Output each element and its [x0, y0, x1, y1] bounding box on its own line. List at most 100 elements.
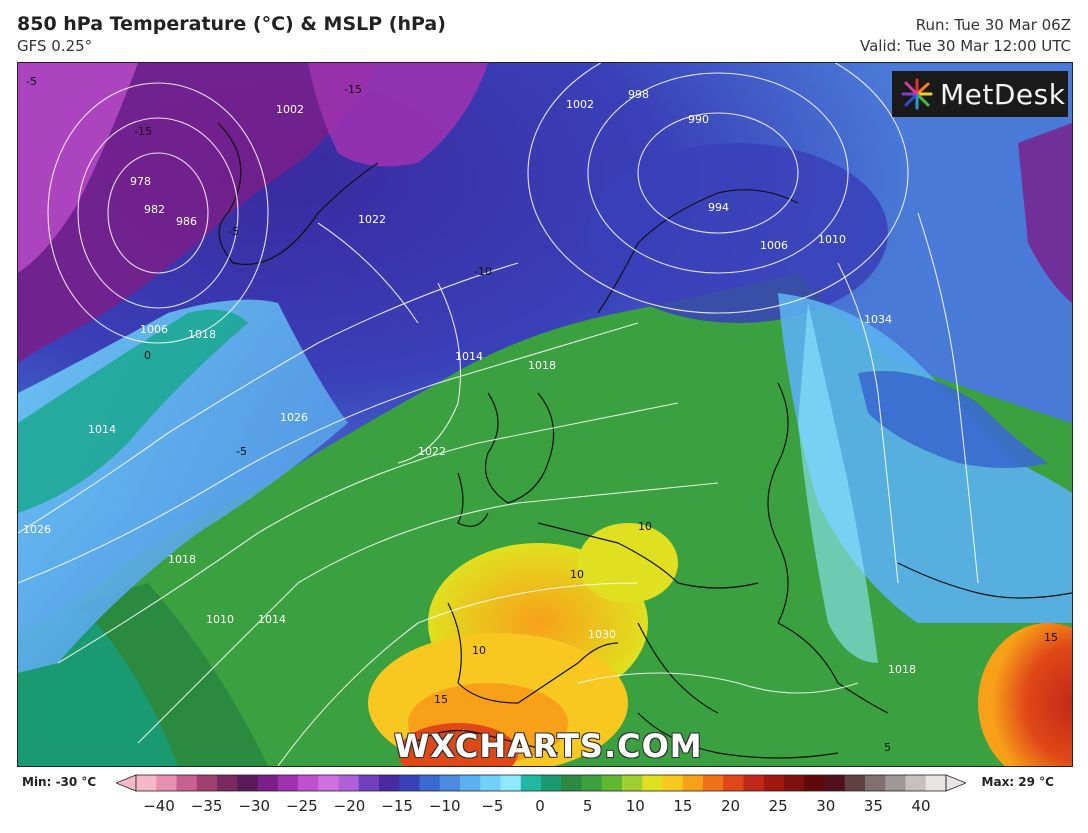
northeast-cold	[1018, 123, 1072, 303]
colorbar-segment	[439, 775, 461, 791]
colorbar-segment	[176, 775, 198, 791]
isobar-label: 1014	[455, 350, 483, 363]
temperature-label: 15	[1044, 631, 1058, 644]
colorbar-segment	[662, 775, 684, 791]
metdesk-logo: MetDesk	[892, 71, 1068, 117]
isobar-label: 1006	[140, 323, 168, 336]
colorbar-scale	[116, 774, 966, 792]
temperature-label: -15	[134, 125, 152, 138]
isobar-label: 1022	[358, 213, 386, 226]
temperature-label: -5	[26, 75, 37, 88]
scandinavia-cold	[588, 143, 888, 323]
isobar-label: 982	[144, 203, 165, 216]
isobar-label: 1018	[528, 359, 556, 372]
isobar-label: 1002	[276, 103, 304, 116]
isobar-label: 1002	[566, 98, 594, 111]
colorbar-segment	[784, 775, 805, 791]
colorbar-segment	[763, 775, 785, 791]
colorbar-segment	[581, 775, 603, 791]
spain-hot	[398, 723, 518, 766]
colorbar-segment	[358, 775, 380, 791]
colorbar-segment	[196, 775, 218, 791]
colorbar-tick-label: 25	[768, 797, 788, 815]
coastlines	[217, 122, 1072, 759]
colorbar-segment	[682, 775, 704, 791]
colorbar-segment	[156, 775, 177, 791]
isobar-label: 1030	[588, 628, 616, 641]
temperature-label: 10	[570, 568, 584, 581]
isobar-label: 998	[628, 88, 649, 101]
isobar-label: 1026	[23, 523, 51, 536]
colorbar-segment	[925, 775, 947, 791]
colorbar-segment	[541, 775, 562, 791]
isobar-label: 1006	[760, 239, 788, 252]
front-band	[18, 309, 248, 513]
isobar-label: 1018	[168, 553, 196, 566]
temperature-label: -15	[344, 83, 362, 96]
colorbar-tick-label: 15	[673, 797, 693, 815]
colorbar-segment	[500, 775, 522, 791]
colorbar-segment	[460, 775, 481, 791]
temperature-label: 10	[472, 644, 486, 657]
colorbar: Min: -30 °C Max: 29 °C −40 −35 −30 −25 −20 −1…	[0, 769, 1088, 833]
colorbar-tick-label: −15	[381, 797, 413, 815]
isobar-label: 1034	[864, 313, 892, 326]
colorbar-tick-label: −35	[190, 797, 223, 815]
colorbar-segment	[865, 775, 886, 791]
colorbar-segment	[622, 775, 643, 791]
colorbar-segment	[561, 775, 582, 791]
colorbar-segment	[399, 775, 420, 791]
greenland-cold	[308, 63, 488, 167]
colorbar-segment	[277, 775, 299, 791]
alps-warm	[578, 523, 678, 603]
colorbar-segment	[237, 775, 258, 791]
isobar-label: 978	[130, 175, 151, 188]
model-label: GFS 0.25°	[17, 37, 93, 55]
colorbar-tick-label: −40	[143, 797, 175, 815]
cyan-strip	[798, 303, 878, 663]
colorbar-tick-label: −10	[428, 797, 461, 815]
colorbar-tick-label: 40	[911, 797, 931, 815]
isobar-label: 1022	[418, 445, 446, 458]
map-title: 850 hPa Temperature (°C) & MSLP (hPa)	[17, 13, 446, 35]
colorbar-segment	[136, 775, 157, 791]
colorbar-tick-label: −5	[481, 797, 504, 815]
chart-header: 850 hPa Temperature (°C) & MSLP (hPa) GF…	[0, 0, 1088, 62]
colorbar-segment	[257, 775, 279, 791]
isobar-label: 1010	[818, 233, 846, 246]
colorbar-segment	[379, 775, 400, 791]
colorbar-tick-label: −25	[286, 797, 318, 815]
isobar-labels: 978 982 986 1002 1006 1018 1014 1022 102…	[23, 88, 916, 676]
colorbar-segment	[298, 775, 319, 791]
colorbar-segment	[601, 775, 623, 791]
temperature-label: -10	[474, 265, 492, 278]
colorbar-segment	[480, 775, 501, 791]
isobar-label: 1010	[206, 613, 234, 626]
middle-east-hot	[978, 623, 1072, 766]
run-time: Run: Tue 30 Mar 06Z	[915, 16, 1071, 34]
colorbar-tick-label: 20	[720, 797, 741, 815]
colorbar-segment	[419, 775, 441, 791]
colorbar-segment	[804, 775, 825, 791]
valid-time: Valid: Tue 30 Mar 12:00 UTC	[859, 37, 1071, 55]
colorbar-max-arrow	[945, 774, 966, 792]
colorbar-min-arrow	[116, 774, 137, 792]
temperature-label: 0	[144, 349, 151, 362]
temperature-label: -5	[236, 445, 247, 458]
colorbar-segment	[743, 775, 765, 791]
russia-cold	[858, 371, 1048, 468]
colorbar-segment	[642, 775, 663, 791]
colorbar-tick-label: 10	[625, 797, 645, 815]
weather-map[interactable]: 978 982 986 1002 1006 1018 1014 1022 102…	[17, 62, 1073, 767]
colorbar-segment	[905, 775, 927, 791]
isobars	[18, 63, 979, 766]
temperature-label: -5	[228, 225, 239, 238]
temperature-label: 5	[884, 741, 891, 754]
temperature-label: 10	[638, 520, 652, 533]
colorbar-border	[135, 774, 947, 792]
colorbar-segment	[318, 775, 339, 791]
colorbar-tick-label: −30	[238, 797, 271, 815]
metdesk-burst-icon	[901, 78, 933, 110]
colorbar-segment	[723, 775, 744, 791]
colorbar-segment	[824, 775, 846, 791]
